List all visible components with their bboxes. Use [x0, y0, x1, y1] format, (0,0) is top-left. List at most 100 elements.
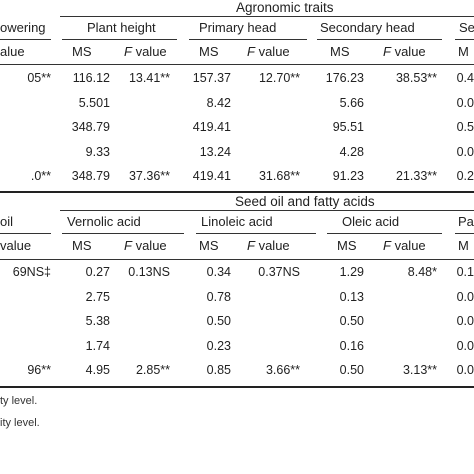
header-underline [455, 233, 474, 234]
subheader-value: alue [0, 44, 25, 59]
header-underline [62, 39, 177, 40]
table-cell: 0.5 [456, 120, 474, 134]
header-underline [62, 233, 184, 234]
table-cell: 4.95 [85, 363, 110, 377]
table-cell: 31.68** [258, 169, 300, 183]
header-bottom-rule [0, 259, 474, 260]
header-underline [0, 39, 51, 40]
table-cell: 0.23 [206, 338, 231, 353]
header-underline [0, 233, 51, 234]
header-underline [196, 233, 316, 234]
subheader-f-value: F value [247, 238, 290, 253]
subheader-ms: MS [199, 238, 219, 253]
table-cell: 0.50 [339, 314, 364, 328]
table-cell: 8.42 [206, 95, 231, 110]
subheader-f-value: F value [124, 44, 167, 59]
table-cell: 4.28 [339, 144, 364, 159]
footnote-2: ity level. [0, 417, 40, 429]
col-header-cutoff: Pa [458, 214, 474, 229]
table-cell: 348.79 [71, 120, 110, 134]
table-cell: .0** [30, 169, 51, 183]
table-cell: 419.41 [192, 120, 231, 134]
table2-bottom-rule [0, 386, 474, 388]
col-header-linoleic-acid: Linoleic acid [201, 214, 273, 229]
header-underline [317, 39, 442, 40]
table-cell: 5.38 [85, 314, 110, 328]
header-bottom-rule [0, 64, 474, 65]
footnote-1: ty level. [0, 395, 38, 407]
table-cell: 95.51 [332, 120, 364, 134]
table-cell: 176.23 [325, 71, 364, 85]
table-cell: 0.50 [206, 314, 231, 328]
subheader-value: value [0, 238, 32, 253]
group-underline [60, 16, 474, 17]
col-header-secondary-head: Secondary head [320, 20, 415, 35]
table-cell: 0.13NS [128, 265, 170, 279]
table-cell: 37.36** [128, 169, 170, 183]
table-cell: 2.75 [85, 289, 110, 304]
table-cell: 8.48* [407, 265, 437, 279]
table-cell: 9.33 [85, 144, 110, 159]
table-cell: 05** [27, 71, 51, 85]
col-header-cutoff: Se [459, 20, 474, 35]
table-cell: 69NS‡ [12, 265, 51, 279]
col-header-primary-head: Primary head [199, 20, 277, 35]
table-cell: 0.16 [339, 338, 364, 353]
subheader-ms: MS [330, 44, 350, 59]
table-cell: 0.0 [456, 144, 474, 159]
table-cell: 3.66** [265, 363, 300, 377]
table-cell: 0.1 [456, 265, 474, 279]
table-cell: 0.50 [339, 363, 364, 377]
group-underline [60, 210, 474, 211]
col-header-oleic-acid: Oleic acid [342, 214, 400, 229]
header-underline [189, 39, 307, 40]
table-cell: 13.24 [199, 144, 231, 159]
subheader-ms: M [458, 44, 469, 59]
col-header-plant-height: Plant height [87, 20, 156, 35]
table-cell: 0.4 [456, 71, 474, 85]
table-cell: 419.41 [192, 169, 231, 183]
table-cell: 96** [27, 363, 51, 377]
subheader-f-value: F value [383, 238, 426, 253]
table-cell: 0.0 [456, 338, 474, 353]
table-cell: 3.13** [402, 363, 437, 377]
subheader-f-value: F value [383, 44, 426, 59]
header-underline [327, 233, 442, 234]
table-cell: 0.78 [206, 289, 231, 304]
table-cell: 0.34 [206, 265, 231, 279]
subheader-ms: MS [337, 238, 357, 253]
subheader-f-value: F value [247, 44, 290, 59]
table-cell: 348.79 [71, 169, 110, 183]
col-header-oil: oil [0, 214, 14, 229]
table-cell: 116.12 [72, 71, 110, 85]
table-cell: 0.0 [456, 363, 474, 377]
table-cell: 38.53** [395, 71, 437, 85]
table-cell: 0.0 [456, 314, 474, 328]
table-cell: 1.74 [85, 338, 110, 353]
table-cell: 0.0 [456, 95, 474, 110]
table-cell: 0.27 [85, 265, 110, 279]
table-cell: 0.0 [456, 289, 474, 304]
table-cell: 157.37 [192, 71, 231, 85]
table-cell: 0.85 [206, 363, 231, 377]
group-title-seed-oil: Seed oil and fatty acids [235, 194, 375, 209]
table-cell: 91.23 [332, 169, 364, 183]
subheader-f-value: F value [124, 238, 167, 253]
table-cell: 21.33** [395, 169, 437, 183]
group-title-agronomic-traits: Agronomic traits [236, 0, 334, 15]
subheader-ms: MS [199, 44, 219, 59]
table-cell: 13.41** [128, 71, 170, 85]
table-cell: 5.66 [339, 95, 364, 110]
table1-bottom-rule [0, 191, 474, 193]
subheader-ms: MS [72, 44, 92, 59]
col-header-vernolic-acid: Vernolic acid [67, 214, 141, 229]
table-cell: 5.501 [78, 95, 110, 110]
header-underline [455, 39, 474, 40]
table-cell: 12.70** [258, 71, 300, 85]
col-header-flowering: owering [0, 20, 46, 35]
table-cell: 2.85** [135, 363, 170, 377]
table-cell: 0.37NS [258, 265, 300, 279]
subheader-ms: M [458, 238, 469, 253]
table-cell: 1.29 [339, 265, 364, 279]
